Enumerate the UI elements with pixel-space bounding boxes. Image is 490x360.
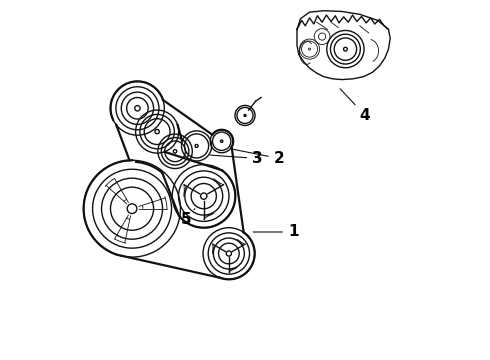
Text: 1: 1: [253, 225, 298, 239]
Text: 5: 5: [180, 209, 195, 227]
Text: 4: 4: [340, 89, 370, 123]
Text: 2: 2: [232, 149, 284, 166]
Text: 3: 3: [210, 151, 263, 166]
